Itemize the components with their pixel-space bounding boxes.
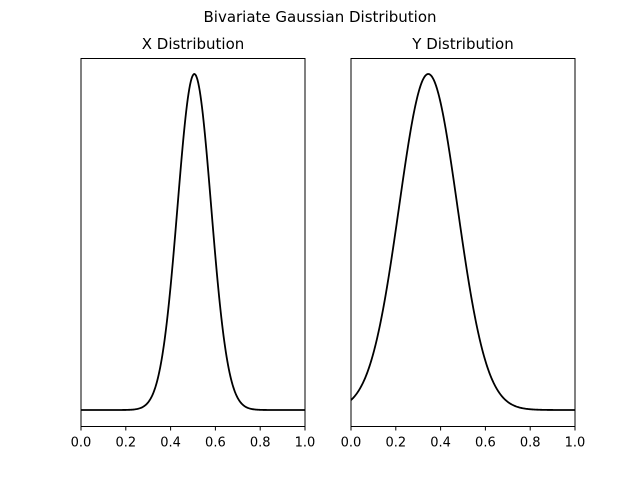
x-tick-label: 0.8 <box>520 436 541 451</box>
subplot-y-distribution: Y Distribution 0.0 0.2 0.4 0.6 0.8 1.0 <box>341 35 586 451</box>
figure-title: Bivariate Gaussian Distribution <box>203 8 436 26</box>
x-tick-label: 1.0 <box>565 436 586 451</box>
x-tick-group-0: 0.0 0.2 0.4 0.6 0.8 1.0 <box>71 426 316 451</box>
x-tick-label: 0.2 <box>115 436 136 451</box>
subplot-title: X Distribution <box>142 35 245 53</box>
x-tick-label: 0.4 <box>430 436 451 451</box>
axes-frame <box>350 58 576 427</box>
x-tick-label: 0.4 <box>160 436 181 451</box>
density-line <box>350 73 575 411</box>
x-tick-label: 0.6 <box>475 436 496 451</box>
x-tick-label: 0.0 <box>341 436 362 451</box>
x-tick-label: 0.8 <box>250 436 271 451</box>
subplot-title: Y Distribution <box>411 35 513 53</box>
x-tick-label: 0.2 <box>385 436 406 451</box>
x-tick-group-1: 0.0 0.2 0.4 0.6 0.8 1.0 <box>341 426 586 451</box>
x-tick-label: 0.0 <box>71 436 92 451</box>
density-line <box>81 73 305 411</box>
x-tick-label: 0.6 <box>205 436 226 451</box>
subplot-x-distribution: X Distribution 0.0 0.2 0.4 0.6 0.8 1.0 <box>71 35 316 451</box>
x-tick-label: 1.0 <box>295 436 316 451</box>
axes-frame <box>80 58 306 427</box>
